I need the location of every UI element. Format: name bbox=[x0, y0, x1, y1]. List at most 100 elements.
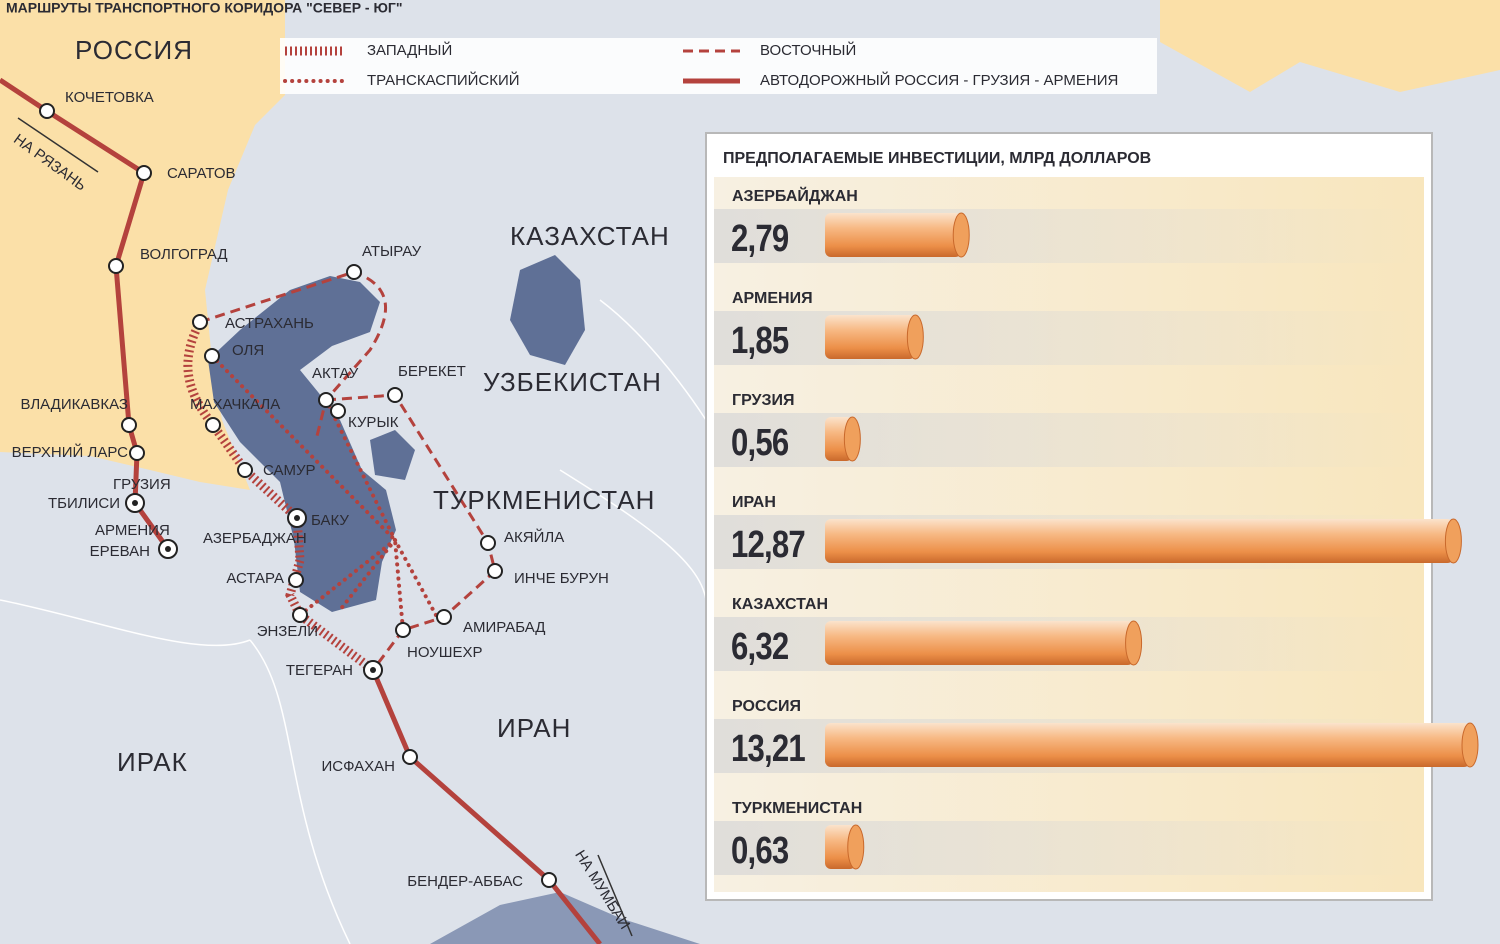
road-route bbox=[370, 669, 602, 944]
city-label: ТБИЛИСИ bbox=[48, 495, 120, 512]
city-marker bbox=[136, 165, 152, 181]
legend-box bbox=[280, 38, 1157, 94]
city-label: АКТАУ bbox=[312, 365, 359, 382]
capital-dot bbox=[165, 546, 171, 552]
chart-title-bar bbox=[714, 142, 1424, 177]
city-marker bbox=[541, 872, 557, 888]
category-label: ГРУЗИЯ bbox=[732, 392, 795, 409]
city-label: ВЛАДИКАВКАЗ bbox=[20, 396, 128, 413]
country-label: ИРАН bbox=[497, 713, 571, 743]
city-label: ВОЛГОГРАД bbox=[140, 246, 228, 263]
country-label: УЗБЕКИСТАН bbox=[483, 367, 662, 397]
bar bbox=[825, 825, 856, 869]
legend-label: ЗАПАДНЫЙ bbox=[367, 41, 452, 59]
city-label: МАХАЧКАЛА bbox=[190, 396, 280, 413]
city-marker bbox=[480, 535, 496, 551]
category-label: ТУРКМЕНИСТАН bbox=[732, 800, 862, 817]
value-label: 0,56 bbox=[731, 422, 789, 464]
category-label: РОССИЯ bbox=[732, 698, 801, 715]
city-label: ТЕГЕРАН bbox=[286, 662, 353, 679]
city-label: ОЛЯ bbox=[232, 342, 264, 359]
city-label: КОЧЕТОВКА bbox=[65, 89, 154, 106]
city-marker bbox=[129, 445, 145, 461]
bar-cap bbox=[847, 824, 865, 870]
row-shade bbox=[714, 311, 1424, 365]
city-marker bbox=[192, 314, 208, 330]
city-marker bbox=[205, 417, 221, 433]
city-marker bbox=[204, 348, 220, 364]
value-label: 12,87 bbox=[731, 524, 805, 566]
city-label: ЕРЕВАН bbox=[90, 543, 150, 560]
city-label: ИСФАХАН bbox=[321, 758, 395, 775]
city-marker bbox=[330, 403, 346, 419]
bar bbox=[825, 519, 1454, 563]
bar-cap bbox=[952, 212, 970, 258]
city-label: АКЯЙЛА bbox=[504, 528, 564, 546]
value-label: 13,21 bbox=[731, 728, 805, 770]
city-marker bbox=[487, 563, 503, 579]
city-marker bbox=[346, 264, 362, 280]
city-marker bbox=[288, 572, 304, 588]
russia-land bbox=[1160, 0, 1500, 92]
city-label: САМУР bbox=[263, 462, 316, 479]
city-marker bbox=[108, 258, 124, 274]
country-label: ИРАК bbox=[117, 747, 188, 777]
direction-arrow bbox=[597, 854, 633, 937]
border bbox=[0, 299, 707, 944]
country-label: КАЗАХСТАН bbox=[510, 221, 670, 251]
bar-cap bbox=[1461, 722, 1479, 768]
city-label: САРАТОВ bbox=[167, 165, 236, 182]
city-marker bbox=[121, 417, 137, 433]
city-label: АМИРАБАД bbox=[463, 619, 545, 636]
row-shade bbox=[714, 413, 1424, 467]
bar-cap bbox=[906, 314, 924, 360]
city-marker bbox=[402, 749, 418, 765]
city-marker bbox=[39, 103, 55, 119]
gulf bbox=[370, 430, 415, 480]
legend-label: ВОСТОЧНЫЙ bbox=[760, 41, 856, 59]
chart-title: ПРЕДПОЛАГАЕМЫЕ ИНВЕСТИЦИИ, МЛРД ДОЛЛАРОВ bbox=[723, 150, 1151, 167]
row-shade bbox=[714, 209, 1424, 263]
country-label: ТУРКМЕНИСТАН bbox=[433, 485, 655, 515]
category-label: КАЗАХСТАН bbox=[732, 596, 828, 613]
bar bbox=[825, 213, 962, 257]
city-label: ЭНЗЕЛИ bbox=[257, 623, 318, 640]
capital-dot bbox=[370, 667, 376, 673]
row-shade bbox=[714, 821, 1424, 875]
legend-label: АВТОДОРОЖНЫЙ РОССИЯ - ГРУЗИЯ - АРМЕНИЯ bbox=[760, 71, 1118, 89]
capital-dot bbox=[294, 515, 300, 521]
russia-land bbox=[0, 0, 285, 490]
bar bbox=[825, 621, 1134, 665]
bar bbox=[825, 315, 916, 359]
country-label: АЗЕРБАДЖАН bbox=[203, 530, 307, 547]
city-marker bbox=[318, 392, 334, 408]
city-label: ИНЧЕ БУРУН bbox=[514, 570, 609, 587]
city-label: АСТАРА bbox=[226, 570, 284, 587]
caspian-sea bbox=[208, 276, 396, 612]
value-label: 0,63 bbox=[731, 830, 789, 872]
page-title: МАРШРУТЫ ТРАНСПОРТНОГО КОРИДОРА "СЕВЕР -… bbox=[6, 0, 403, 16]
city-marker bbox=[237, 462, 253, 478]
category-label: АРМЕНИЯ bbox=[732, 290, 813, 307]
city-label: АТЫРАУ bbox=[362, 243, 422, 260]
country-label: РОССИЯ bbox=[75, 35, 193, 65]
category-label: ИРАН bbox=[732, 494, 776, 511]
city-label: АСТРАХАНЬ bbox=[225, 315, 314, 332]
city-label: НОУШЕХР bbox=[407, 644, 482, 661]
city-label: БЕРЕКЕТ bbox=[398, 363, 466, 380]
city-label: КУРЫК bbox=[348, 414, 399, 431]
country-label: АРМЕНИЯ bbox=[95, 522, 170, 539]
city-marker bbox=[395, 622, 411, 638]
direction-arrow bbox=[17, 117, 99, 173]
category-label: АЗЕРБАЙДЖАН bbox=[732, 186, 858, 205]
city-marker bbox=[292, 607, 308, 623]
value-label: 6,32 bbox=[731, 626, 788, 668]
bar-cap bbox=[1125, 620, 1143, 666]
city-marker bbox=[436, 609, 452, 625]
gulf bbox=[430, 892, 700, 944]
value-label: 1,85 bbox=[731, 320, 789, 362]
capital-dot bbox=[132, 500, 138, 506]
